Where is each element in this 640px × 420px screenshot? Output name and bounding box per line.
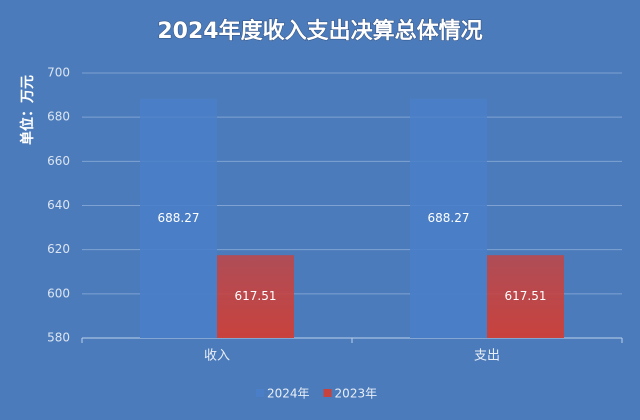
y-tick-label: 700 (47, 66, 70, 80)
bar (217, 255, 294, 338)
y-tick-label: 620 (47, 242, 70, 256)
bar (487, 255, 564, 338)
value-label: 617.51 (235, 289, 277, 303)
bar (140, 98, 217, 338)
value-label: 688.27 (428, 211, 470, 225)
legend-swatch (323, 389, 332, 397)
y-axis-label: 单位：万元 (19, 75, 36, 145)
bar (410, 98, 487, 338)
y-tick-label: 680 (47, 110, 70, 124)
value-label: 617.51 (505, 289, 547, 303)
x-tick-label: 收入 (204, 349, 230, 364)
y-tick-label: 600 (47, 286, 70, 300)
legend-label: 2024年 (267, 387, 310, 401)
chart-title: 2024年度收入支出决算总体情况 (157, 18, 482, 44)
y-tick-label: 580 (47, 331, 70, 345)
legend-label: 2023年 (335, 387, 378, 401)
y-tick-label: 660 (47, 154, 70, 168)
x-tick-label: 支出 (474, 349, 500, 364)
value-label: 688.27 (158, 211, 200, 225)
legend-swatch (256, 389, 264, 397)
y-tick-label: 640 (47, 198, 70, 212)
